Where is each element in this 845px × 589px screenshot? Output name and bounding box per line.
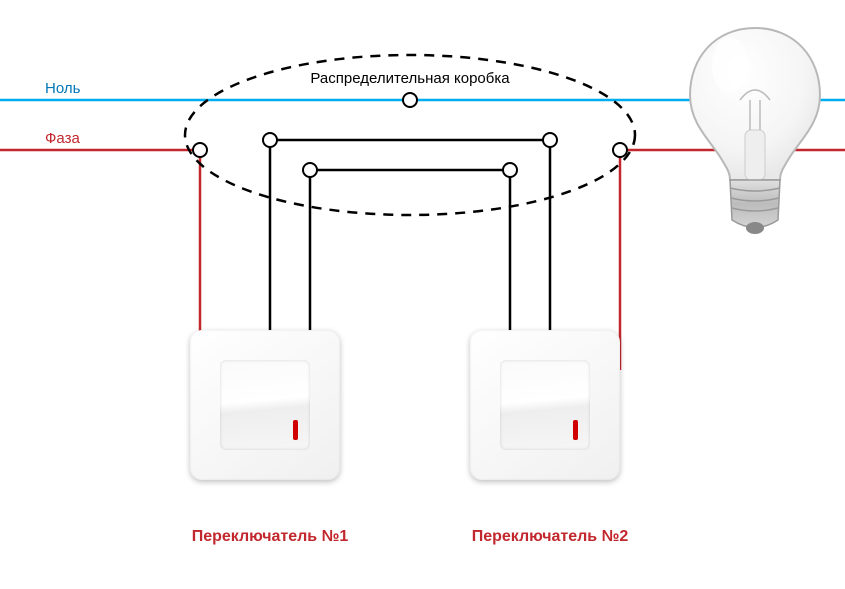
bulb-stem xyxy=(745,130,765,180)
bulb-base xyxy=(730,180,780,228)
phase-label: Фаза xyxy=(45,130,80,147)
node-t1b xyxy=(303,163,317,177)
light-bulb xyxy=(680,20,830,240)
switch-2-indicator xyxy=(573,420,578,440)
switch-2-label: Переключатель №2 xyxy=(465,528,635,546)
node-t2b xyxy=(503,163,517,177)
neutral-label: Ноль xyxy=(45,80,80,97)
switch-1-label: Переключатель №1 xyxy=(185,528,355,546)
switch-1-rocker[interactable] xyxy=(220,360,310,450)
node-t1a xyxy=(263,133,277,147)
junction-box-label: Распределительная коробка xyxy=(275,70,545,87)
bulb-highlight xyxy=(712,37,748,93)
node-neutral xyxy=(403,93,417,107)
node-phase-in xyxy=(193,143,207,157)
switch-1-indicator xyxy=(293,420,298,440)
switch-2-rocker[interactable] xyxy=(500,360,590,450)
switch-1[interactable] xyxy=(190,330,340,480)
bulb-tip xyxy=(746,222,764,234)
node-phase-out xyxy=(613,143,627,157)
node-t2a xyxy=(543,133,557,147)
switch-2[interactable] xyxy=(470,330,620,480)
